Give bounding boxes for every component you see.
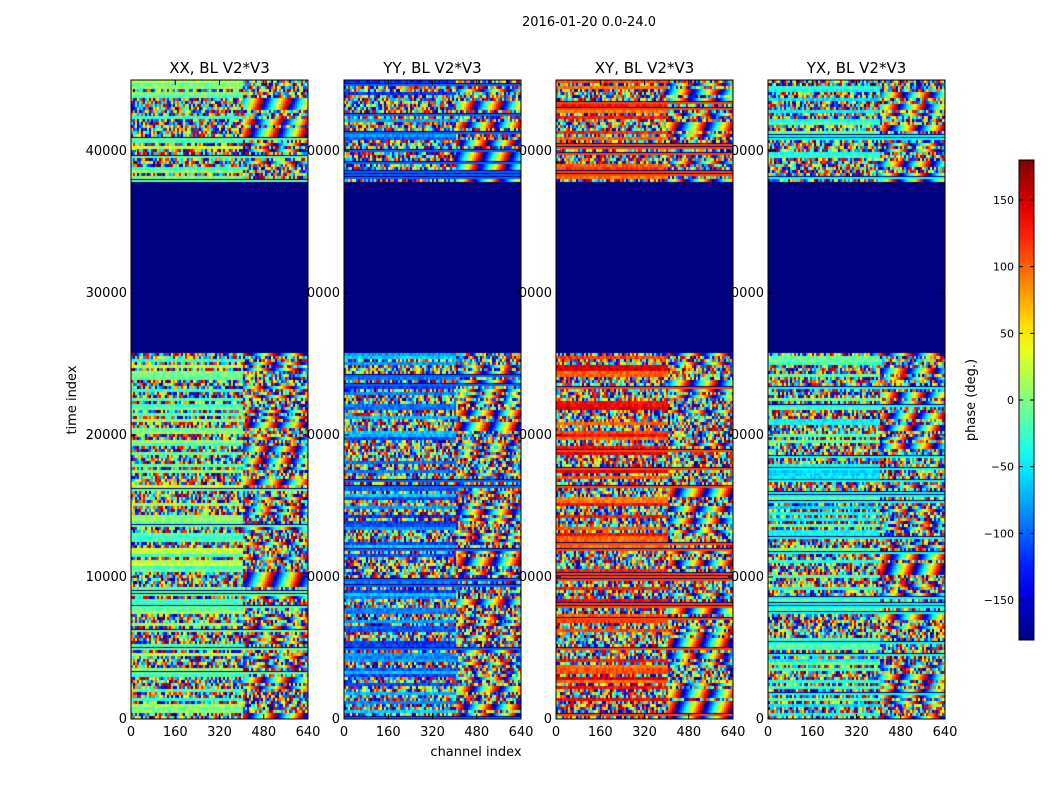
colorbar-label: phase (deg.)	[964, 359, 979, 441]
panel-1: XX, BL V2*V3 0 160 320 480 640 0 10000 20000 3000…	[86, 59, 321, 740]
y-tick-label: 0000	[731, 428, 764, 443]
x-tick-label: 480	[676, 725, 701, 740]
colorbar-tick-label: −50	[991, 461, 1014, 474]
heatmap-raster	[131, 80, 308, 719]
y-tick-label: 0000	[519, 570, 552, 585]
x-tick-label: 0	[340, 725, 348, 740]
y-tick-label: 0000	[731, 144, 764, 159]
y-tick-label: 10000	[86, 570, 127, 585]
x-tick-label: 0	[764, 725, 772, 740]
colorbar: −150 −100 −50 0 50 100 150	[984, 159, 1035, 641]
x-tick-label: 160	[588, 725, 613, 740]
colorbar-tick-label: −100	[984, 527, 1014, 540]
y-tick-label: 0	[544, 712, 552, 727]
y-tick-label: 30000	[86, 286, 127, 301]
heatmap-raster	[344, 80, 521, 719]
panel-title: YY, BL V2*V3	[382, 59, 481, 77]
x-tick-label: 480	[888, 725, 913, 740]
x-tick-label: 0	[552, 725, 560, 740]
y-axis-label: time index	[65, 365, 80, 434]
y-tick-label: 0000	[519, 144, 552, 159]
panel-title: YX, BL V2*V3	[806, 59, 907, 77]
y-tick-label: 0000	[307, 428, 340, 443]
x-tick-label: 160	[163, 725, 188, 740]
x-tick-label: 160	[800, 725, 825, 740]
panel-title: XX, BL V2*V3	[169, 59, 270, 77]
x-tick-label: 320	[207, 725, 232, 740]
heatmap-raster	[768, 80, 945, 719]
colorbar-tick-label: 100	[993, 261, 1014, 274]
y-tick-label: 0000	[519, 428, 552, 443]
y-tick-label: 0000	[731, 286, 764, 301]
panels: XX, BL V2*V3 0 160 320 480 640 0 10000 20000 3000…	[86, 59, 958, 740]
heatmap-raster	[556, 80, 733, 719]
y-tick-label: 20000	[86, 428, 127, 443]
x-axis-label: channel index	[430, 745, 521, 760]
panel-2: YY, BL V2*V30 160 320 480 640000000000000000…	[307, 59, 534, 740]
x-tick-label: 320	[632, 725, 657, 740]
x-tick-label: 640	[933, 725, 958, 740]
y-tick-label: 40000	[86, 144, 127, 159]
colorbar-tick-label: 0	[1007, 394, 1014, 407]
y-tick-label: 0000	[519, 286, 552, 301]
panel-4: YX, BL V2*V30 160 320 480 640000000000000000…	[731, 59, 958, 740]
y-tick-label: 0	[119, 712, 127, 727]
y-tick-label: 0000	[307, 286, 340, 301]
y-tick-label: 0	[756, 712, 764, 727]
y-tick-label: 0	[332, 712, 340, 727]
x-tick-label: 480	[251, 725, 276, 740]
colorbar-tick-label: −150	[984, 594, 1014, 607]
x-tick-label: 160	[376, 725, 401, 740]
x-tick-label: 320	[420, 725, 445, 740]
y-tick-label: 0000	[307, 570, 340, 585]
panel-3: XY, BL V2*V30 160 320 480 640000000000000000…	[519, 59, 746, 740]
x-tick-label: 640	[509, 725, 534, 740]
x-tick-label: 0	[127, 725, 135, 740]
panel-title: XY, BL V2*V3	[595, 59, 695, 77]
y-tick-label: 0000	[307, 144, 340, 159]
x-tick-label: 480	[464, 725, 489, 740]
x-tick-label: 320	[844, 725, 869, 740]
x-tick-label: 640	[721, 725, 746, 740]
figure-title: 2016-01-20 0.0-24.0	[522, 15, 656, 30]
x-tick-label: 640	[296, 725, 321, 740]
colorbar-tick-label: 150	[993, 194, 1014, 207]
colorbar-tick-label: 50	[1000, 327, 1014, 340]
y-tick-label: 0000	[731, 570, 764, 585]
